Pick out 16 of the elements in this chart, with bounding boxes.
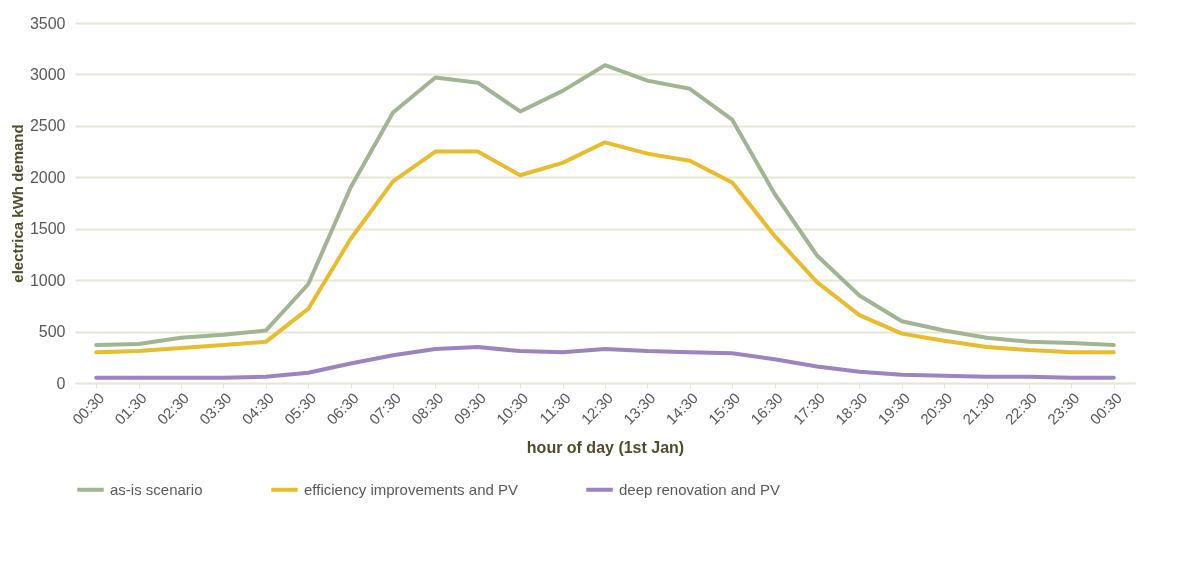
line-series bbox=[94, 140, 1116, 355]
x-axis-title: hour of day (1st Jan) bbox=[526, 438, 685, 456]
line-series bbox=[94, 345, 1116, 380]
y-tick-label: 3500 bbox=[29, 14, 66, 32]
legend-label: deep renovation and PV bbox=[619, 480, 780, 498]
y-axis-title: electrica kWh demand bbox=[8, 124, 26, 283]
y-tick-label: 0 bbox=[56, 374, 66, 392]
y-tick-label: 3000 bbox=[29, 65, 66, 83]
legend-label: efficiency improvements and PV bbox=[304, 480, 518, 498]
y-tick-label: 1500 bbox=[29, 220, 66, 238]
y-tick-label: 2000 bbox=[29, 168, 66, 186]
y-tick-label: 2500 bbox=[29, 117, 66, 135]
y-tick-label: 1000 bbox=[29, 271, 66, 289]
y-tick-label: 500 bbox=[38, 323, 66, 341]
legend-label: as-is scenario bbox=[110, 480, 203, 498]
line-series bbox=[94, 63, 1116, 347]
